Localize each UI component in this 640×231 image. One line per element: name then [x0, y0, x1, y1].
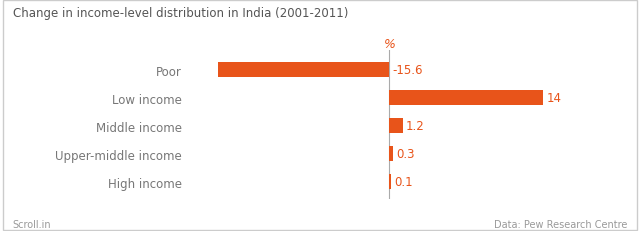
Text: 14: 14: [547, 92, 561, 105]
Text: Data: Pew Research Centre: Data: Pew Research Centre: [494, 219, 627, 229]
Bar: [390, 91, 543, 106]
Text: Change in income-level distribution in India (2001-2011): Change in income-level distribution in I…: [13, 7, 348, 20]
Bar: [218, 63, 390, 78]
Text: 1.2: 1.2: [406, 120, 425, 133]
Bar: [390, 146, 393, 162]
Bar: [390, 119, 403, 134]
Text: 0.3: 0.3: [396, 148, 415, 161]
Text: -15.6: -15.6: [393, 64, 423, 77]
Text: 0.1: 0.1: [394, 176, 413, 188]
Text: %: %: [383, 38, 396, 51]
Text: Scroll.in: Scroll.in: [13, 219, 51, 229]
